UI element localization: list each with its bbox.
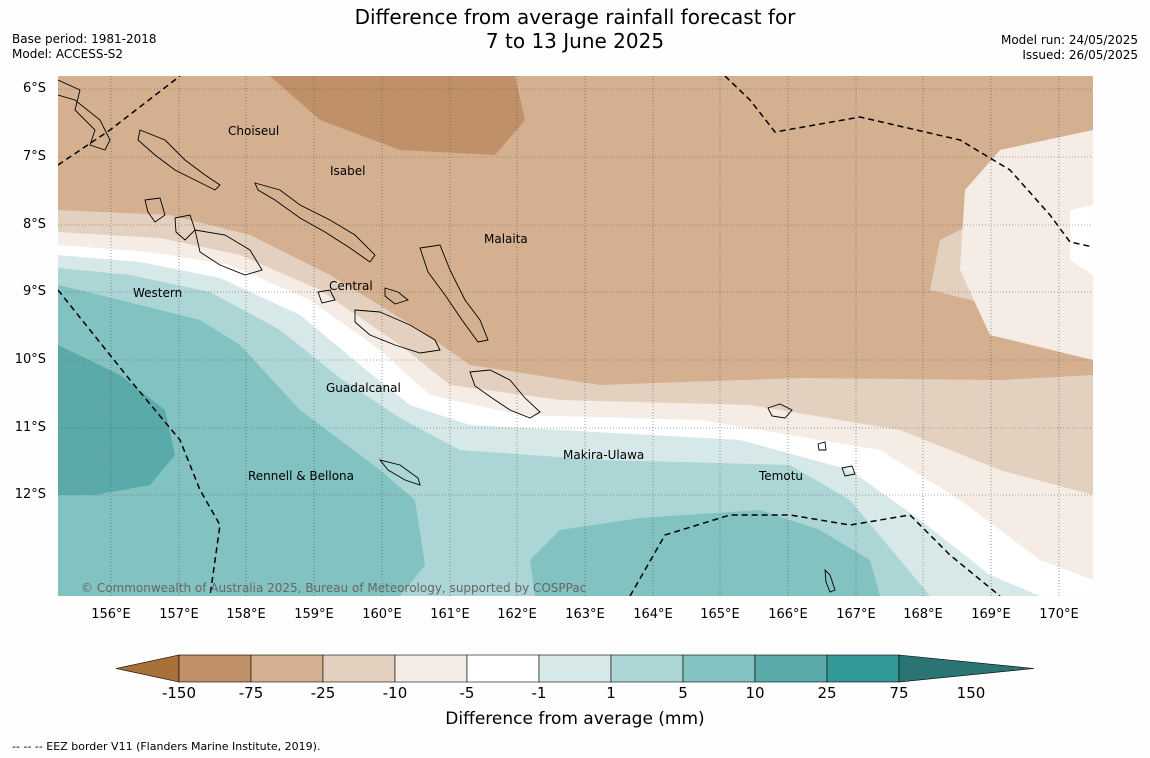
lon-label: 158°E — [226, 607, 266, 622]
band-minus75 — [270, 76, 525, 155]
colorbar-cell — [538, 654, 612, 683]
place-label-guadalcanal: Guadalcanal — [326, 381, 401, 395]
colorbar-cell — [754, 654, 828, 683]
lon-label: 163°E — [565, 607, 605, 622]
colorbar-cell — [250, 654, 324, 683]
map-title-line1: Difference from average rainfall forecas… — [354, 5, 796, 29]
lon-label: 166°E — [768, 607, 808, 622]
colorbar-extend-left — [115, 654, 180, 683]
model-text: Model: ACCESS-S2 — [12, 47, 124, 61]
lat-label: 6°S — [22, 81, 46, 96]
lon-label: 159°E — [294, 607, 334, 622]
colorbar-cell — [466, 654, 540, 683]
place-label-temotu: Temotu — [759, 469, 804, 483]
place-label-makira-ulawa: Makira-Ulawa — [563, 448, 645, 462]
band-plus10-south — [530, 510, 880, 596]
colorbar-cell — [826, 654, 900, 683]
lon-label: 167°E — [836, 607, 876, 622]
lat-label: 12°S — [14, 487, 46, 502]
lat-label: 10°S — [14, 352, 46, 367]
band-minus1-east — [1070, 205, 1093, 275]
lat-label: 9°S — [22, 284, 46, 299]
lon-label: 156°E — [91, 607, 131, 622]
lon-label: 160°E — [362, 607, 402, 622]
colorbar-tick-label: 5 — [678, 684, 688, 702]
place-label-choiseul: Choiseul — [228, 124, 280, 138]
colorbar-tick-label: 1 — [606, 684, 616, 702]
lon-label: 170°E — [1039, 607, 1079, 622]
copyright-text: © Commonwealth of Australia 2025, Bureau… — [81, 581, 587, 595]
lon-label: 157°E — [159, 607, 199, 622]
colorbar-title: Difference from average (mm) — [445, 709, 705, 729]
colorbar-tick-label: 10 — [745, 684, 765, 702]
lon-label: 168°E — [903, 607, 943, 622]
lon-label: 164°E — [633, 607, 673, 622]
colorbar-tick-label: -25 — [310, 684, 336, 702]
lon-label: 165°E — [700, 607, 740, 622]
colorbar-tick-label: 75 — [889, 684, 909, 702]
colorbar-cell — [682, 654, 756, 683]
colorbar — [115, 654, 1035, 683]
lat-label: 8°S — [22, 217, 46, 232]
band-minus5-east — [960, 130, 1093, 360]
place-label-western: Western — [133, 286, 183, 300]
place-label-rennell-bellona: Rennell & Bellona — [248, 469, 355, 483]
lon-label: 162°E — [497, 607, 537, 622]
colorbar-tick-label: -5 — [459, 684, 475, 702]
band-plus25-west — [58, 345, 175, 495]
rainfall-map — [58, 76, 1093, 596]
lat-label: 11°S — [14, 420, 46, 435]
colorbar-cell — [610, 654, 684, 683]
colorbar-tick-label: 150 — [956, 684, 986, 702]
band-plus10-west — [58, 285, 425, 596]
colorbar-tick-label: -75 — [238, 684, 264, 702]
map-title-line2: 7 to 13 June 2025 — [485, 29, 665, 53]
issued-text: Issued: 26/05/2025 — [1022, 48, 1138, 62]
place-label-isabel: Isabel — [330, 164, 366, 178]
lon-label: 161°E — [430, 607, 470, 622]
lon-label: 169°E — [971, 607, 1011, 622]
colorbar-cell — [394, 654, 468, 683]
colorbar-tick-label: -150 — [161, 684, 197, 702]
colorbar-extend-right — [898, 654, 1035, 683]
colorbar-cell — [178, 654, 252, 683]
model-run-text: Model run: 24/05/2025 — [1000, 33, 1138, 47]
colorbar-tick-label: -1 — [531, 684, 547, 702]
colorbar-tick-label: 25 — [817, 684, 837, 702]
colorbar-tick-label: -10 — [382, 684, 408, 702]
colorbar-cell — [322, 654, 396, 683]
island-outlines — [58, 79, 856, 593]
eez-footnote: -- -- -- EEZ border V11 (Flanders Marine… — [12, 740, 321, 753]
lat-label: 7°S — [22, 149, 46, 164]
eez-border-lines — [58, 76, 1093, 596]
base-period-text: Base period: 1981-2018 — [12, 32, 157, 46]
place-label-malaita: Malaita — [484, 232, 528, 246]
place-label-central: Central — [329, 279, 373, 293]
